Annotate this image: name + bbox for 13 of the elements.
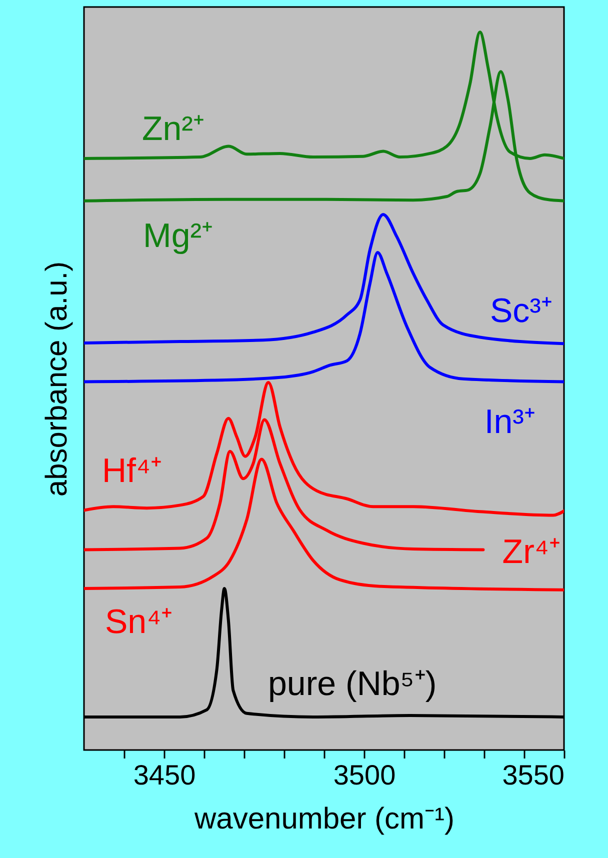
series-label: Sc³⁺ [490,292,552,330]
series-label: pure (Nb⁵⁺) [268,665,437,703]
x-tick-label: 3450 [133,760,196,790]
series-label: Mg²⁺ [143,217,213,255]
series-label: Hf⁴⁺ [102,452,162,490]
series-label: In³⁺ [484,403,535,441]
y-axis-title: absorbance (a.u.) [40,261,74,497]
x-tick-label: 3500 [333,760,396,790]
series-label: Sn⁴⁺ [105,603,172,641]
series-label: Zr⁴⁺ [502,533,560,571]
x-axis-title: wavenumber (cm⁻¹) [193,802,455,836]
series-label: Zn²⁺ [142,110,204,148]
x-tick-label: 3550 [502,760,564,790]
